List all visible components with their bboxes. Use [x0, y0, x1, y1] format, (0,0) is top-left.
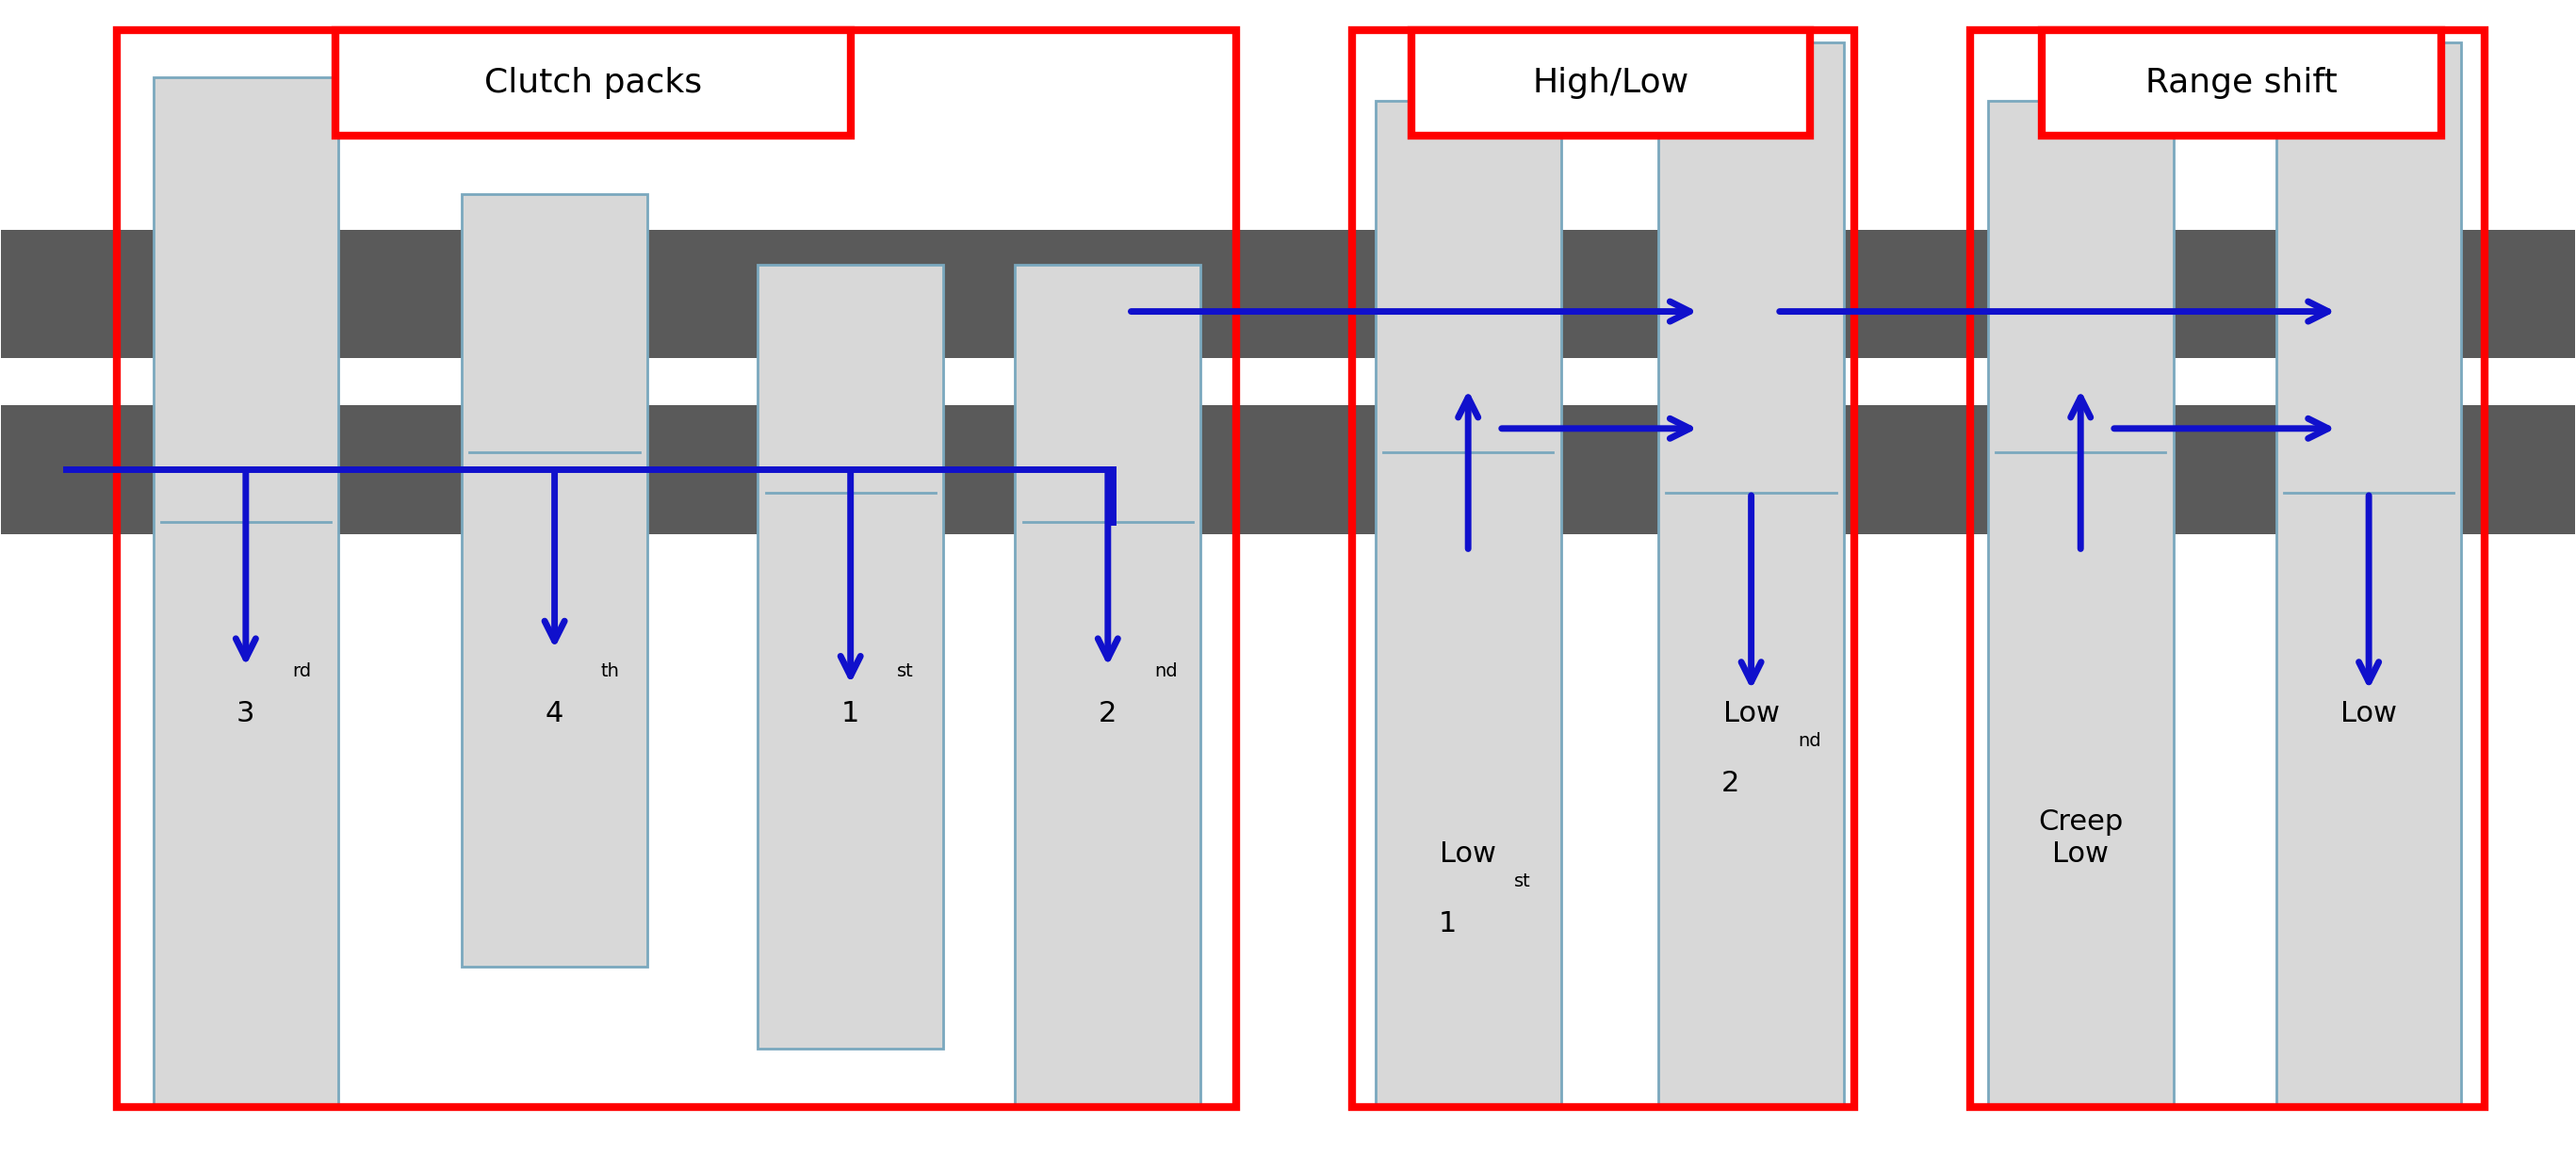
Text: High/Low: High/Low: [1533, 67, 1690, 100]
Bar: [1989, 101, 2174, 1107]
Bar: [1015, 265, 1200, 1107]
Bar: [116, 30, 1236, 1107]
Text: Range shift: Range shift: [2146, 67, 2336, 100]
Bar: [2043, 30, 2442, 136]
Text: Creep
Low: Creep Low: [2038, 808, 2123, 867]
Bar: [1412, 30, 1811, 136]
Text: Low: Low: [1440, 840, 1497, 867]
Text: th: th: [600, 663, 621, 680]
Text: 3: 3: [237, 699, 255, 727]
Text: Low: Low: [1723, 699, 1780, 727]
Bar: [1659, 42, 1844, 1107]
Text: 2: 2: [1721, 769, 1739, 798]
Bar: [2277, 42, 2463, 1107]
Text: 1: 1: [1437, 910, 1455, 937]
Text: nd: nd: [1154, 663, 1177, 680]
Bar: [3, 405, 2573, 534]
Text: 1: 1: [842, 699, 860, 727]
Bar: [461, 195, 647, 967]
Text: 2: 2: [1100, 699, 1118, 727]
Text: st: st: [1515, 873, 1530, 890]
Text: Low: Low: [2342, 699, 2398, 727]
Text: Clutch packs: Clutch packs: [484, 67, 703, 100]
Text: nd: nd: [1798, 732, 1821, 751]
Bar: [152, 77, 337, 1107]
Text: 4: 4: [546, 699, 564, 727]
Bar: [3, 230, 2573, 358]
Bar: [757, 265, 943, 1049]
Bar: [335, 30, 850, 136]
Bar: [1376, 101, 1561, 1107]
Bar: [1971, 30, 2486, 1107]
Text: st: st: [896, 663, 914, 680]
Text: rd: rd: [291, 663, 312, 680]
Bar: [1352, 30, 1855, 1107]
